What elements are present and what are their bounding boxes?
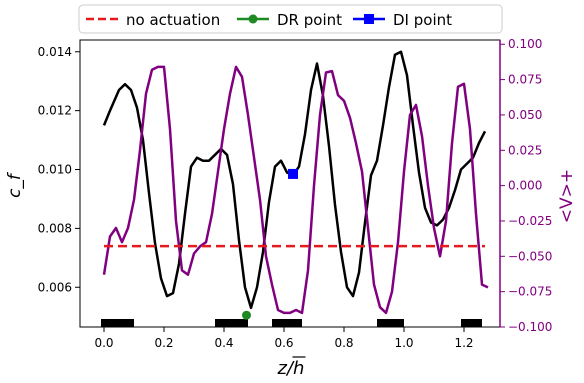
y-right-tick-label: −0.050	[508, 249, 552, 263]
y-left-tick-label: 0.010	[38, 163, 72, 177]
legend-label: no actuation	[126, 11, 220, 29]
legend-swatch-marker	[248, 14, 258, 24]
actuation-bar	[272, 319, 302, 327]
x-tick-label: 0.4	[214, 336, 233, 350]
y-right-tick-label: 0.025	[508, 143, 542, 157]
actuation-bar	[377, 319, 404, 327]
y-left-tick-label: 0.014	[38, 45, 72, 59]
legend-box	[78, 4, 503, 34]
y-left-tick-label: 0.012	[38, 104, 72, 118]
x-tick-label: 0.0	[94, 336, 113, 350]
legend-swatch-marker	[364, 14, 374, 24]
y-left-axis-label: c_f	[5, 171, 25, 198]
x-axis-label: z/h	[277, 358, 305, 379]
y-right-tick-label: −0.075	[508, 285, 552, 299]
marker-dr-point	[242, 310, 251, 320]
y-right-tick-label: 0.050	[508, 108, 542, 122]
marker-di-point	[288, 168, 298, 179]
x-tick-label: 0.2	[154, 336, 173, 350]
y-right-tick-label: 0.075	[508, 73, 542, 87]
x-tick-label: 1.2	[454, 336, 473, 350]
y-left-tick-label: 0.008	[38, 221, 72, 235]
x-tick-label: 0.8	[334, 336, 353, 350]
actuation-bar	[215, 319, 248, 327]
y-right-tick-label: −0.100	[508, 320, 552, 334]
plot-frame	[79, 39, 501, 328]
y-right-tick-label: 0.100	[508, 37, 542, 51]
series-layer	[102, 50, 489, 320]
legend-label: DI point	[393, 11, 452, 29]
x-tick-label: 1.0	[394, 336, 413, 350]
y-left-tick-label: 0.006	[38, 280, 72, 294]
axes: 0.0 0.2 0.4 0.6 0.8 1.0 1.2 0.006 0.008 0.010 0.01…	[5, 37, 577, 358]
actuation-bar	[101, 319, 134, 327]
actuation-bar	[461, 319, 482, 327]
plot-area	[101, 319, 482, 327]
legend: no actuation DR point DI point	[78, 4, 503, 34]
y-right-tick-label: −0.025	[508, 214, 552, 228]
y-right-axis-label: <V>+	[557, 169, 577, 223]
series-line	[102, 65, 489, 315]
legend-label: DR point	[277, 11, 342, 29]
x-tick-label: 0.6	[274, 336, 293, 350]
y-right-tick-label: 0.000	[508, 179, 542, 193]
